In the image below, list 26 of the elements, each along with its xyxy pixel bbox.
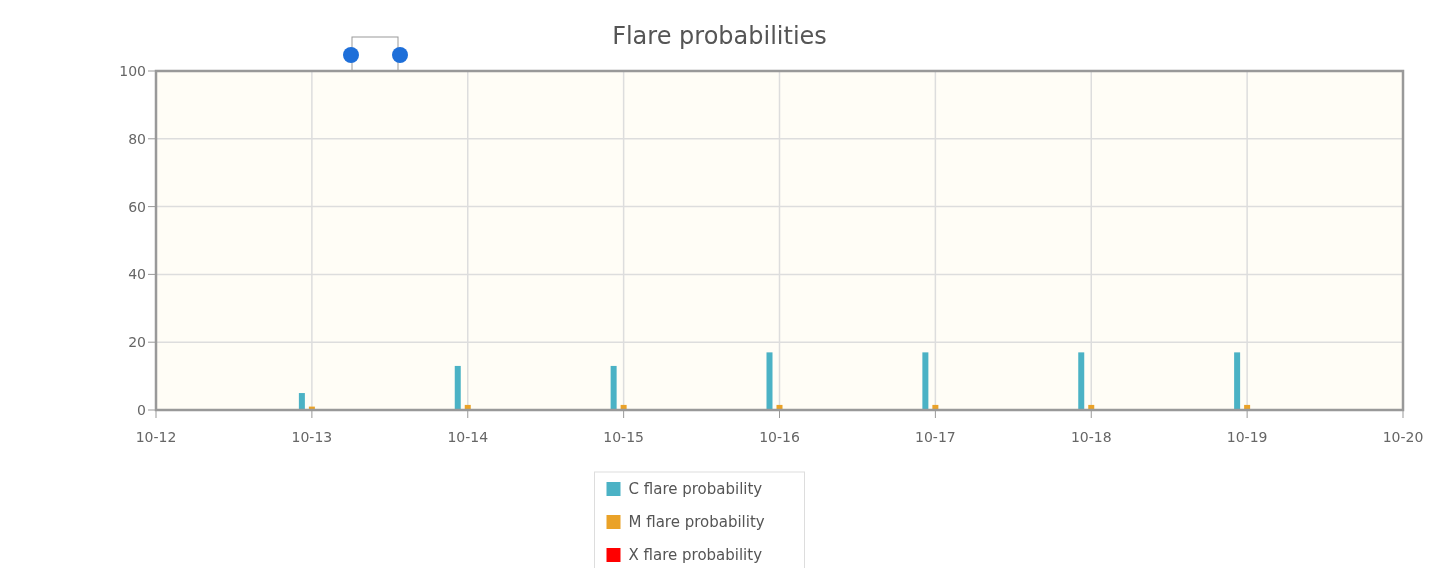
chart-title: Flare probabilities — [612, 22, 827, 50]
y-tick-label: 20 — [128, 334, 146, 351]
y-tick-label: 60 — [128, 198, 146, 215]
x-tick-label: 10-12 — [135, 429, 177, 445]
x-tick-label: 10-13 — [291, 429, 333, 445]
x-tick-label: 10-17 — [915, 429, 956, 445]
legend-label: C flare probability — [628, 480, 763, 499]
y-tick-label: 80 — [128, 130, 146, 147]
x-tick-label: 10-14 — [447, 429, 489, 445]
bar — [922, 352, 929, 410]
x-tick-label: 10-19 — [1226, 429, 1268, 445]
x-tick-label: 10-20 — [1382, 429, 1424, 445]
bar — [454, 365, 461, 410]
bar — [1078, 352, 1085, 410]
y-tick-label: 0 — [137, 401, 146, 418]
legend-label: M flare probability — [628, 513, 765, 532]
y-tick-label: 100 — [119, 62, 146, 79]
legend-label: X flare probability — [628, 546, 763, 565]
bar — [610, 365, 617, 410]
x-tick-label: 10-15 — [603, 429, 644, 445]
bar — [1234, 352, 1241, 410]
bar — [766, 352, 773, 410]
x-tick-label: 10-16 — [759, 429, 800, 445]
bar — [298, 393, 305, 410]
x-tick-label: 10-18 — [1070, 429, 1112, 445]
y-tick-label: 40 — [128, 266, 146, 283]
